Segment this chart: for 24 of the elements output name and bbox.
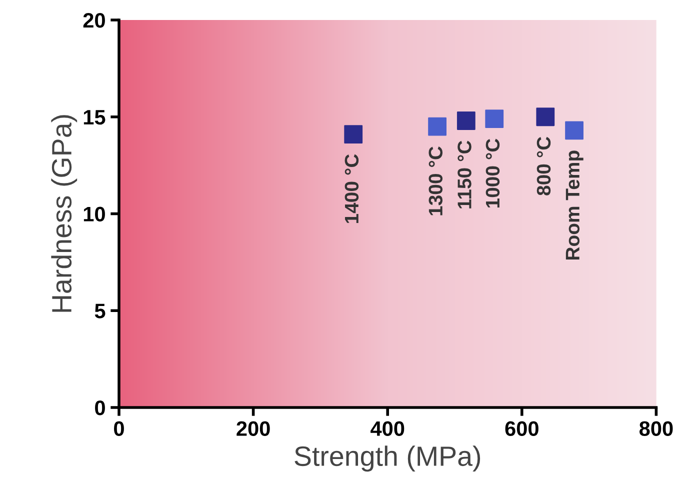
annotation: 1400 °C <box>344 154 359 224</box>
annotation: 1300 °C <box>428 146 443 216</box>
point <box>565 121 584 140</box>
point <box>344 125 363 144</box>
x-tick-label: 800 <box>639 421 673 436</box>
y-tick-label: 10 <box>84 206 105 222</box>
x-tick-label: 600 <box>505 421 538 436</box>
y-tick-label: 5 <box>94 304 106 318</box>
y-tick-label: 20 <box>83 13 105 28</box>
x-axis-title: Strength (MPa) <box>294 446 480 472</box>
y-tick-label: 0 <box>95 400 105 416</box>
y-axis-title: Hardness (GPa) <box>51 115 78 312</box>
annotation: 1000 °C <box>486 138 500 208</box>
annotation: 800 °C <box>536 136 551 196</box>
y-tick-label: 15 <box>84 110 106 125</box>
x-tick-label: 200 <box>236 421 270 436</box>
point <box>456 112 476 130</box>
point <box>536 108 555 126</box>
point <box>428 117 446 136</box>
point <box>485 110 504 128</box>
x-tick-label: 0 <box>114 421 124 436</box>
annotation: 1150 °C <box>458 140 472 208</box>
annotation: Room Temp <box>566 150 584 260</box>
x-tick-label: 400 <box>370 421 404 436</box>
